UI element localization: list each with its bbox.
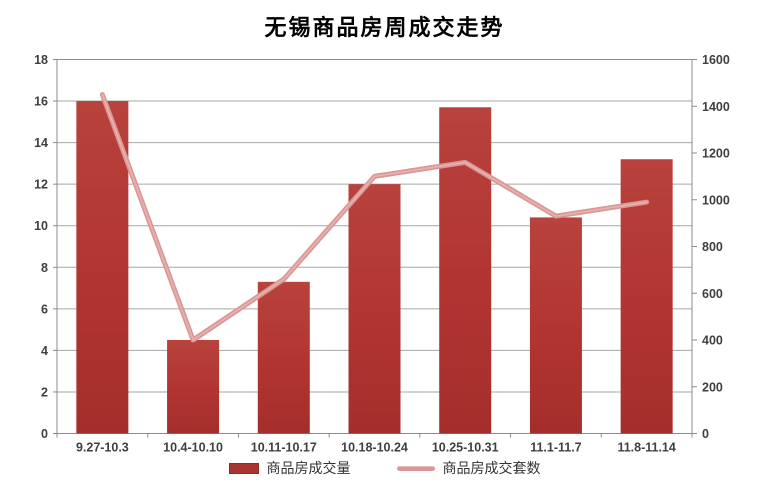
x-category-label: 11.8-11.14 bbox=[617, 441, 675, 455]
bar bbox=[76, 101, 129, 434]
y-left-label: 18 bbox=[34, 53, 48, 67]
y-left-label: 10 bbox=[34, 219, 48, 233]
y-right-label: 400 bbox=[702, 334, 723, 348]
legend-item-line-series: 商品房成交套数 bbox=[396, 458, 541, 478]
bar-series-swatch-icon bbox=[228, 462, 259, 474]
y-left-label: 2 bbox=[41, 385, 48, 399]
bar bbox=[348, 184, 401, 434]
x-category-label: 11.1-11.7 bbox=[530, 441, 581, 455]
legend: 商品房成交量 商品房成交套数 bbox=[0, 458, 769, 478]
trend-line-highlight bbox=[101, 93, 648, 341]
y-left-label: 4 bbox=[41, 344, 48, 358]
x-category-label: 10.18-10.24 bbox=[341, 441, 408, 455]
y-right-label: 1200 bbox=[702, 147, 730, 161]
bar bbox=[257, 281, 310, 434]
y-right-label: 0 bbox=[702, 427, 709, 441]
y-right-label: 200 bbox=[702, 380, 723, 394]
x-category-label: 10.25-10.31 bbox=[432, 441, 499, 455]
y-left-label: 6 bbox=[41, 302, 48, 316]
chart-title: 无锡商品房周成交走势 bbox=[264, 15, 505, 41]
bar bbox=[439, 107, 492, 434]
line-series-label: 商品房成交套数 bbox=[442, 461, 541, 477]
line-series-swatch-icon bbox=[396, 465, 435, 471]
x-category-label: 10.11-10.17 bbox=[251, 441, 317, 455]
y-left-label: 14 bbox=[34, 136, 48, 150]
y-right-label: 800 bbox=[702, 240, 723, 254]
x-category-label: 9.27-10.3 bbox=[76, 441, 129, 455]
bar-series-label: 商品房成交量 bbox=[266, 461, 351, 477]
y-left-label: 16 bbox=[34, 95, 48, 109]
x-category-label: 10.4-10.10 bbox=[163, 441, 223, 455]
bar bbox=[167, 340, 220, 434]
y-left-label: 0 bbox=[41, 427, 48, 441]
y-right-label: 1000 bbox=[702, 193, 730, 207]
legend-item-bar-series: 商品房成交量 bbox=[228, 458, 351, 478]
y-left-label: 8 bbox=[41, 261, 48, 275]
y-right-label: 1600 bbox=[702, 53, 730, 67]
bar bbox=[529, 217, 582, 434]
y-left-label: 12 bbox=[34, 178, 48, 192]
y-right-label: 600 bbox=[702, 287, 723, 301]
y-right-label: 1400 bbox=[702, 100, 730, 114]
